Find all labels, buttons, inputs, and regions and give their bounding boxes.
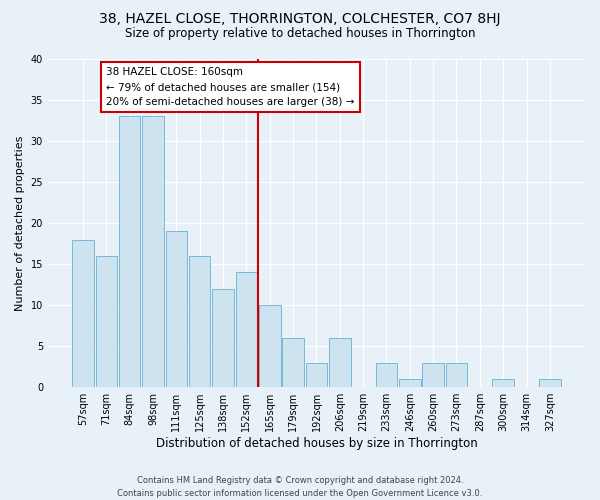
- Text: Contains HM Land Registry data © Crown copyright and database right 2024.
Contai: Contains HM Land Registry data © Crown c…: [118, 476, 482, 498]
- Bar: [259, 305, 281, 387]
- Text: 38 HAZEL CLOSE: 160sqm
← 79% of detached houses are smaller (154)
20% of semi-de: 38 HAZEL CLOSE: 160sqm ← 79% of detached…: [106, 67, 355, 107]
- Bar: [446, 362, 467, 387]
- X-axis label: Distribution of detached houses by size in Thorrington: Distribution of detached houses by size …: [155, 437, 478, 450]
- Bar: [142, 116, 164, 387]
- Y-axis label: Number of detached properties: Number of detached properties: [15, 136, 25, 311]
- Bar: [73, 240, 94, 387]
- Bar: [212, 288, 234, 387]
- Text: Size of property relative to detached houses in Thorrington: Size of property relative to detached ho…: [125, 28, 475, 40]
- Bar: [306, 362, 327, 387]
- Bar: [166, 232, 187, 387]
- Bar: [399, 379, 421, 387]
- Bar: [329, 338, 350, 387]
- Bar: [189, 256, 211, 387]
- Bar: [283, 338, 304, 387]
- Bar: [493, 379, 514, 387]
- Bar: [236, 272, 257, 387]
- Bar: [376, 362, 397, 387]
- Bar: [422, 362, 444, 387]
- Text: 38, HAZEL CLOSE, THORRINGTON, COLCHESTER, CO7 8HJ: 38, HAZEL CLOSE, THORRINGTON, COLCHESTER…: [99, 12, 501, 26]
- Bar: [95, 256, 117, 387]
- Bar: [539, 379, 560, 387]
- Bar: [119, 116, 140, 387]
